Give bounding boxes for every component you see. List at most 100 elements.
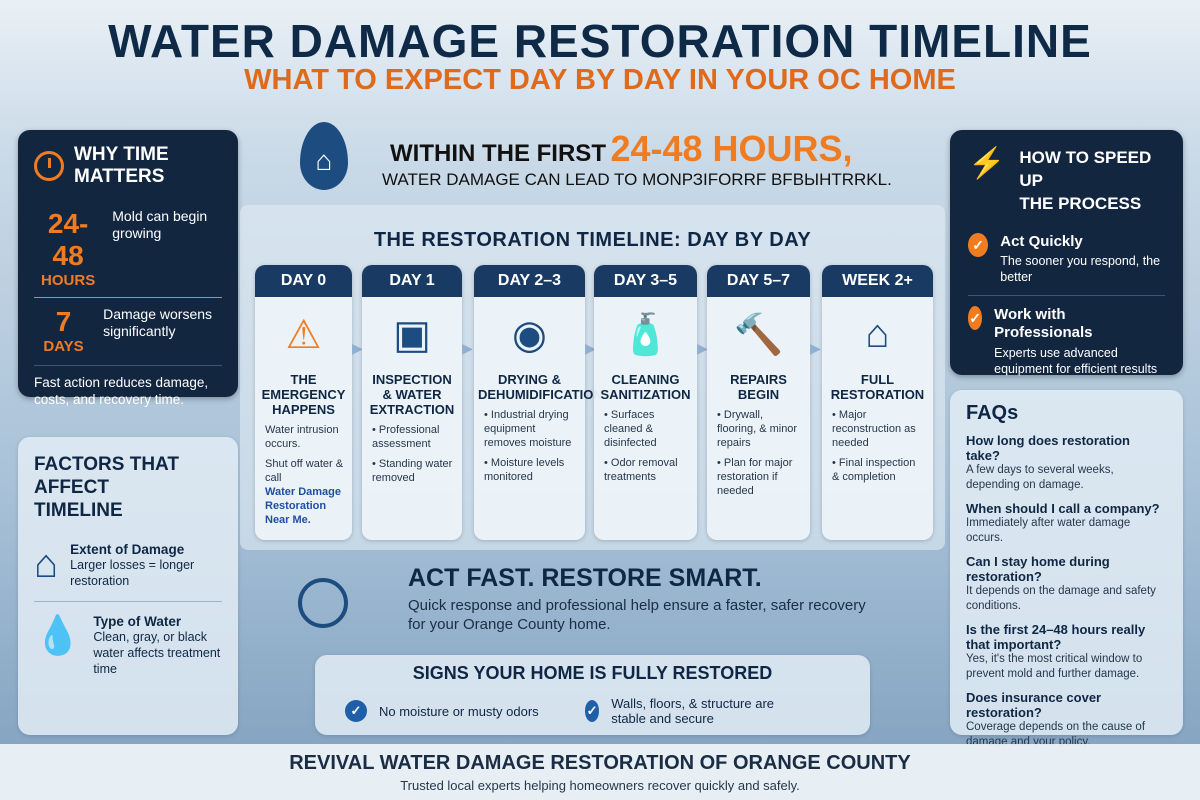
footer: REVIVAL WATER DAMAGE RESTORATION OF ORAN… [0,744,1200,800]
sign-item: No moisture or musty odors [379,703,539,719]
why-title-2: MATTERS [74,166,165,187]
sign-item: Walls, floors, & structure are stable an… [611,696,775,726]
day-card: WEEK 2+ ⌂ FULL RESTORATION • Major recons… [822,265,933,540]
arrow-icon: ▶ [585,340,596,356]
speed-label: Work with Professionals [994,306,1093,341]
act-fast-section: ACT FAST. RESTORE SMART. Quick response … [270,560,890,635]
factor-label: Type of Water [93,614,182,629]
moisture-meter-icon: ▣ [393,312,431,357]
faq-question: Can I stay home during restoration? [966,554,1110,584]
stat-24-48-unit: HOURS [41,272,96,289]
day-card: DAY 1 ▣ INSPECTION & WATER EXTRACTION • P… [362,265,462,540]
speed-text: The sooner you respond, the better [1000,254,1161,284]
footer-tagline: Trusted local experts helping homeowners… [400,778,800,793]
day-label: DAY 1 [362,265,462,297]
day-detail: • Final inspection & completion [832,457,916,483]
day-title: INSPECTION & WATER EXTRACTION [369,372,455,417]
page-subtitle: WHAT TO EXPECT DAY BY DAY IN YOUR OC HOM… [244,64,956,96]
day-detail: • Drywall, flooring, & minor repairs [717,409,798,449]
faq-answer: Immediately after water damage occurs. [966,517,1131,544]
day-detail: • Moisture levels monitored [484,457,565,483]
hammer-icon: 🔨 [733,313,784,357]
restoration-link[interactable]: Water Damage Restoration Near Me. [265,486,342,526]
speed-up-card: ⚡ HOW TO SPEED UP THE PROCESS ✓ Act Quickly… [950,130,1183,376]
clock-icon [34,151,64,181]
day-label: DAY 5–7 [707,265,810,297]
speed-label: Act Quickly [1000,233,1083,250]
day-label: WEEK 2+ [822,265,933,297]
arrow-icon: ▶ [697,340,708,356]
day-detail: • Odor removal treatments [604,457,678,483]
faq-answer: Yes, it's the most critical window to pr… [966,653,1143,680]
stat-7-text: Damage worsens significantly [103,306,213,339]
stopwatch-icon [298,578,348,628]
faq-answer: It depends on the damage and safety cond… [966,585,1156,612]
check-icon: ✓ [968,306,983,330]
day-detail: • Professional assessment [372,424,440,450]
day-title: FULL RESTORATION [830,372,925,402]
day-card: DAY 0 ⚠ THE EMERGENCY HAPPENS Water intru… [255,265,352,540]
page-title: WATER DAMAGE RESTORATION TIMELINE [108,15,1092,67]
faq-question: How long does restoration take? [966,433,1130,463]
house-water-icon: ⌂ [34,542,59,586]
water-drop-house-icon: ⌂ [300,122,348,190]
why-time-matters-card: WHY TIME MATTERS 24-48 HOURS Mold can begi… [18,130,238,407]
day-detail: • Industrial drying equipment removes mo… [484,409,572,449]
headline-line1: WITHIN THE FIRST [390,140,606,167]
faq-title: FAQs [966,402,1019,424]
factor-text: Clean, gray, or black water affects trea… [93,630,221,676]
day-title: CLEANING SANITIZATION [600,372,691,402]
day-card: DAY 5–7 🔨 REPAIRS BEGIN • Drywall, floori… [707,265,810,540]
footer-company: REVIVAL WATER DAMAGE RESTORATION OF ORAN… [289,752,911,774]
day-detail: Water intrusion occurs. [265,424,339,450]
day-detail: • Standing water removed [372,458,453,484]
why-title-1: WHY TIME [74,144,169,165]
factor-label: Extent of Damage [70,542,185,557]
stat-24-48-text: Mold can begin growing [112,208,208,241]
speed-title-2: THE PROCESS [1019,194,1142,213]
speed-title-1: HOW TO SPEED UP [1019,148,1152,190]
why-footer: Fast action reduces damage, costs, and r… [34,375,209,407]
day-title: REPAIRS BEGIN [730,372,787,402]
act-title: ACT FAST. RESTORE SMART. [408,564,762,592]
factors-title: FACTORS THAT AFFECT TIMELINE [34,454,179,521]
water-drops-icon: 💧 [34,615,82,657]
day-title: THE EMERGENCY HAPPENS [261,372,346,417]
timeline-title: THE RESTORATION TIMELINE: DAY BY DAY [373,229,812,251]
headline-highlight: 24-48 HOURS, [610,128,853,169]
day-card: DAY 2–3 ◉ DRYING & DEHUMIDIFICATION • Ind… [474,265,603,540]
stat-24-48-value: 24-48 [47,208,89,271]
arrow-icon: ▶ [462,340,473,356]
arrow-icon: ▶ [810,340,821,356]
faq-question: When should I call a company? [966,501,1160,516]
day-detail: • Major reconstruction as needed [832,409,916,449]
day-title: DRYING & DEHUMIDIFICATION [478,372,603,402]
faq-card: FAQs How long does restoration take? A fe… [950,390,1183,748]
day-card: DAY 3–5 🧴 CLEANING SANITIZATION • Surface… [594,265,697,540]
day-label: DAY 3–5 [594,265,697,297]
factor-text: Larger losses = longer restoration [70,558,195,588]
factors-card: FACTORS THAT AFFECT TIMELINE ⌂ Extent of… [18,437,238,735]
signs-title: SIGNS YOUR HOME IS FULLY RESTORED [412,663,773,683]
stat-7-value: 7 [55,306,72,337]
check-icon: ✓ [585,700,600,722]
house-icon: ⌂ [865,312,890,356]
headline-line2: WATER DAMAGE CAN LEAD TO MONРЗIFORRF BFB… [382,170,892,189]
faq-question: Is the first 24–48 hours really that imp… [966,622,1146,652]
speed-text: Experts use advanced equipment for effic… [994,346,1158,376]
day-detail: Shut off water & call [265,458,344,484]
lightning-icon: ⚡ [968,147,1006,180]
spray-bottle-icon: 🧴 [620,313,671,357]
arrow-icon: ▶ [352,340,363,356]
faq-question: Does insurance cover restoration? [966,690,1102,720]
check-icon: ✓ [968,233,989,257]
day-label: DAY 2–3 [474,265,585,297]
air-mover-icon: ◉ [512,312,547,357]
faq-answer: A few days to several weeks, depending o… [966,464,1114,491]
day-label: DAY 0 [255,265,352,297]
day-detail: • Plan for major restoration if needed [717,457,793,497]
warning-icon: ⚠ [285,312,322,357]
stat-7-unit: DAYS [43,338,84,355]
check-icon: ✓ [345,700,367,722]
signs-card: SIGNS YOUR HOME IS FULLY RESTORED ✓ No mo… [315,655,870,735]
